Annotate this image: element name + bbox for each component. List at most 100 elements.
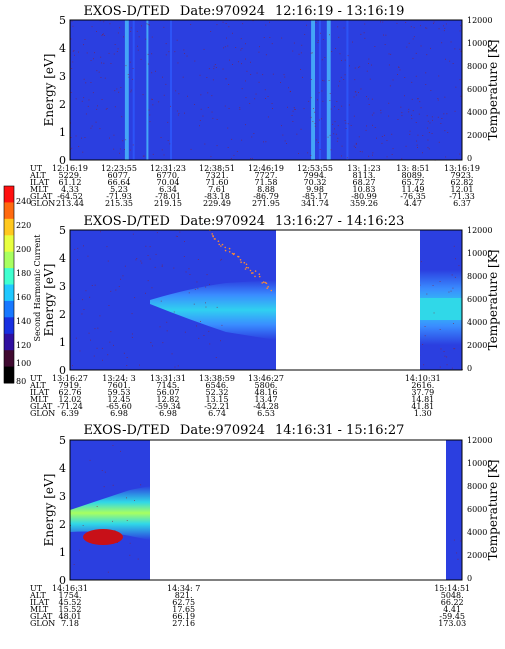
panel-3-eph-value: 66.19 — [172, 612, 195, 621]
panel-1-speckle-dot — [100, 56, 102, 58]
colorbar-tick-160: 160 — [16, 293, 31, 302]
panel-1-speckle-dot — [287, 106, 288, 108]
panel-1-speckle-dot — [371, 64, 372, 66]
panel-2-speckle-dot — [453, 348, 455, 350]
panel-2-speckle-dot — [173, 267, 175, 269]
panel-2-speckle-dot — [106, 246, 108, 248]
panel-1-speckle-dot — [167, 140, 169, 141]
panel-2-speckle-dot — [149, 258, 151, 260]
panel-3-speckle-dot — [103, 486, 105, 488]
panel-1-speckle-dot — [241, 63, 242, 65]
panel-1-eph-value: 13: 8:51 — [396, 164, 429, 173]
panel-1-speckle-dot — [288, 87, 289, 89]
panel-1-speckle-dot — [459, 30, 461, 32]
panel-1-eph-value: -71.93 — [106, 192, 132, 201]
panel-1-speckle-dot — [250, 158, 252, 159]
panel-1-speckle-dot — [372, 152, 374, 154]
panel-1-speckle-dot — [284, 76, 286, 78]
panel-1-speckle-dot — [236, 151, 238, 152]
panel-2-speckle-dot — [171, 353, 173, 355]
panel-2-speckle-dot — [216, 306, 218, 308]
panel-1-speckle-dot — [258, 51, 260, 53]
panel-1-speckle-dot — [99, 128, 101, 130]
panel-2-speckle-dot — [197, 288, 199, 290]
panel-2-dispersion-dot — [240, 261, 242, 264]
panel-3-eph-value: 17.65 — [172, 605, 195, 614]
panel-3-speckle-dot — [453, 539, 455, 541]
panel-2-speckle-dot — [209, 343, 211, 345]
panel-1-speckle-dot — [202, 115, 204, 117]
panel-1-speckle-dot — [346, 157, 348, 159]
panel-2-speckle-dot — [177, 236, 178, 237]
panel-1-eph-value: 62.82 — [451, 178, 474, 187]
panel-1-speckle-dot — [412, 110, 414, 112]
panel-1-speckle-dot — [411, 98, 413, 100]
panel-3-speckle-dot — [140, 484, 142, 486]
panel-1-speckle-dot — [241, 139, 243, 141]
panel-3-ytick-2: 2 — [59, 518, 66, 531]
panel-2-eph-value: -71.24 — [57, 402, 83, 411]
panel-2-dispersion-dot — [214, 238, 216, 240]
panel-1-speckle-dot — [430, 47, 431, 49]
panel-2-ytick-5: 5 — [59, 224, 66, 237]
panel-3-hot-spot — [83, 529, 123, 545]
panel-1-speckle-dot — [353, 115, 355, 117]
panel-1-speckle-dot — [459, 79, 461, 81]
panel-1-speckle-dot — [151, 53, 153, 55]
panel-1-speckle-dot — [241, 48, 243, 49]
panel-1-speckle-dot — [78, 146, 80, 147]
panel-2-ytick-2: 2 — [59, 308, 66, 321]
panel-1-speckle-dot — [372, 124, 373, 126]
panel-1-stripe — [124, 20, 129, 160]
panel-2-speckle-dot — [174, 366, 176, 368]
panel-3-eph-label-ut: UT — [30, 584, 43, 593]
panel-1-speckle-dot — [427, 147, 429, 149]
panel-1-speckle-dot — [317, 99, 318, 101]
panel-1-speckle-dot — [178, 93, 180, 95]
panel-1-speckle-dot — [222, 21, 224, 23]
panel-1-spectrogram-background — [70, 20, 462, 160]
panel-1-speckle-dot — [227, 45, 229, 47]
panel-3-right-ticks: 12000 10000 8000 6000 4000 2000 0 — [467, 436, 492, 583]
panel-1-stripe — [318, 20, 321, 160]
panel-1-eph-value: -86.79 — [253, 192, 279, 201]
panel-1-speckle-dot — [416, 144, 418, 146]
panel-1-speckle-dot — [187, 95, 188, 97]
panel-3-eph-value: 5048. — [441, 591, 464, 600]
panel-2-speckle-dot — [107, 260, 109, 262]
panel-1-speckle-dot — [430, 90, 432, 91]
panel-1-speckle-dot — [341, 60, 342, 61]
panel-2-speckle-dot — [433, 312, 435, 314]
panel-2-speckle-dot — [145, 245, 147, 247]
panel-2-eph-value: 41.81 — [411, 402, 434, 411]
panel-1-speckle-dot — [411, 114, 412, 116]
panel-1-speckle-dot — [186, 55, 188, 57]
panel-3-eph-value: 27.16 — [172, 619, 195, 628]
panel-1-speckle-dot — [420, 25, 421, 27]
panel-1-speckle-dot — [70, 92, 72, 93]
panel-1-speckle-dot — [427, 120, 429, 122]
panel-1-ytick-2: 2 — [59, 98, 66, 111]
panel-1-speckle-dot — [263, 141, 264, 143]
panel-1-eph-value: 7727. — [255, 171, 278, 180]
panel-2-speckle-dot — [444, 355, 446, 357]
panel-1: EXOS-D/TED Date:970924 12:16:19 - 13:16:19… — [29, 4, 500, 208]
panel-2-speckle-dot — [220, 259, 222, 261]
colorbar-tick-220: 220 — [16, 221, 31, 230]
panel-1-speckle-dot — [333, 133, 335, 135]
panel-1-eph-value: 359.26 — [350, 199, 378, 208]
panel-1-speckle-dot — [87, 105, 89, 107]
panel-1-speckle-dot — [114, 106, 116, 108]
panel-1-speckle-dot — [74, 54, 75, 56]
panel-1-speckle-dot — [411, 118, 413, 120]
panel-1-ephemeris: UT ALT ILAT MLT GLAT GLON 12:16:195229.6… — [29, 164, 480, 208]
panel-2-right-ticks: 12000 10000 8000 6000 4000 2000 0 — [467, 226, 492, 373]
panel-1-eph-value: 6770. — [157, 171, 180, 180]
panel-1-speckle-dot — [348, 104, 350, 106]
panel-1-stripe — [146, 20, 149, 160]
panel-2-speckle-dot — [424, 335, 426, 337]
panel-2-speckle-dot — [454, 276, 456, 278]
panel-3-ytick-1: 1 — [59, 546, 66, 559]
panel-2-eph-value: 6.98 — [110, 409, 128, 418]
panel-1-speckle-dot — [96, 70, 98, 72]
